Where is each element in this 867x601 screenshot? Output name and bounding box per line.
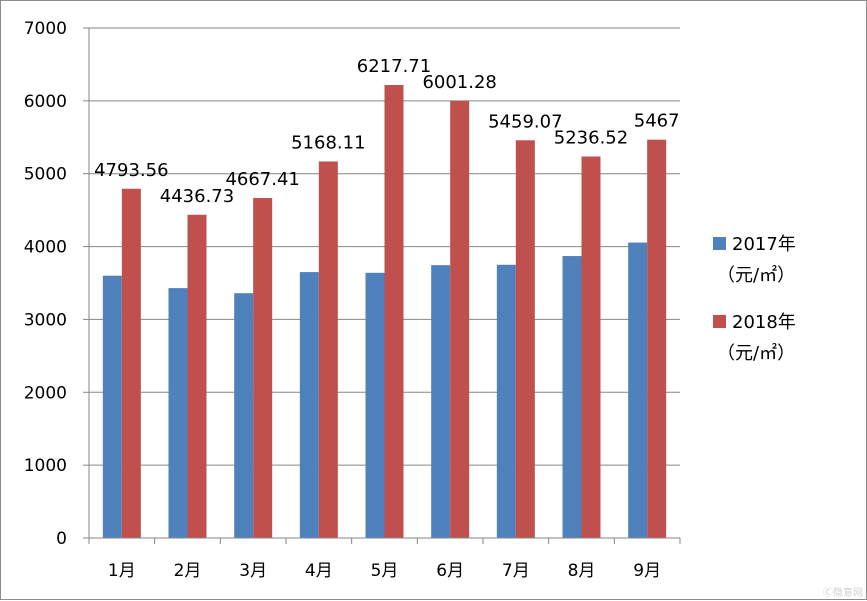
bar-2017 [562,256,582,538]
y-tick-label: 0 [56,529,67,549]
y-tick-label: 2000 [24,383,67,403]
watermark: Ⓒ隐意网 [823,586,863,599]
legend-label-line2: （元/㎡） [717,342,795,364]
x-tick-label: 8月 [568,561,596,581]
x-tick-label: 4月 [305,561,333,581]
bar-2017 [365,272,385,538]
y-tick-label: 5000 [24,165,67,185]
x-tick-label: 1月 [108,561,136,581]
bar-2018 [581,156,601,538]
y-tick-label: 1000 [24,456,67,476]
bars [102,84,667,539]
bar-2018 [121,188,141,538]
bar-2018 [187,214,207,538]
legend-label-line1: 2018年 [732,312,796,333]
bar-2017 [431,265,451,538]
bar-2018 [253,197,273,538]
legend: 2017年 （元/㎡） 2018年 （元/㎡） [713,234,796,364]
x-tick-label: 3月 [239,561,267,581]
x-tick-label: 7月 [502,561,530,581]
bar-2017 [496,264,516,538]
legend-swatch-2018 [713,315,726,328]
bar-2018 [318,161,338,538]
data-label-2018: 4667.41 [225,169,299,190]
x-tick-label: 9月 [633,561,661,581]
x-tick-label: 2月 [174,561,202,581]
axes: 0 1000 2000 3000 4000 5000 6000 7000 1月 2月 3月 4月 5月 6… [24,19,681,581]
data-label-2018: 5467 [634,111,680,132]
data-label-2018: 4436.73 [160,186,234,207]
bar-2017 [234,293,254,538]
x-tick-label: 6月 [436,561,464,581]
bar-2017 [102,275,122,538]
bar-2018 [515,140,535,538]
legend-label-line2: （元/㎡） [717,264,795,286]
data-label-2018: 5459.07 [488,111,562,132]
data-label-2018: 6217.71 [357,56,431,77]
y-tick-label: 3000 [24,310,67,330]
bar-2018 [450,100,470,538]
data-label-2018: 5168.11 [291,132,365,153]
legend-label-line1: 2017年 [732,234,796,255]
y-tick-label: 7000 [24,19,67,39]
bar-2017 [168,288,188,538]
data-label-2018: 6001.28 [422,72,496,93]
bar-2018 [647,139,667,538]
data-label-2018: 5236.52 [554,127,628,148]
y-tick-label: 6000 [24,92,67,112]
x-tick-label: 5月 [371,561,399,581]
bar-2017 [628,242,648,539]
bar-2017 [299,272,319,538]
y-tick-label: 4000 [24,238,67,258]
bar-2018 [384,84,404,538]
data-label-2018: 4793.56 [94,160,168,181]
legend-swatch-2017 [713,237,726,250]
